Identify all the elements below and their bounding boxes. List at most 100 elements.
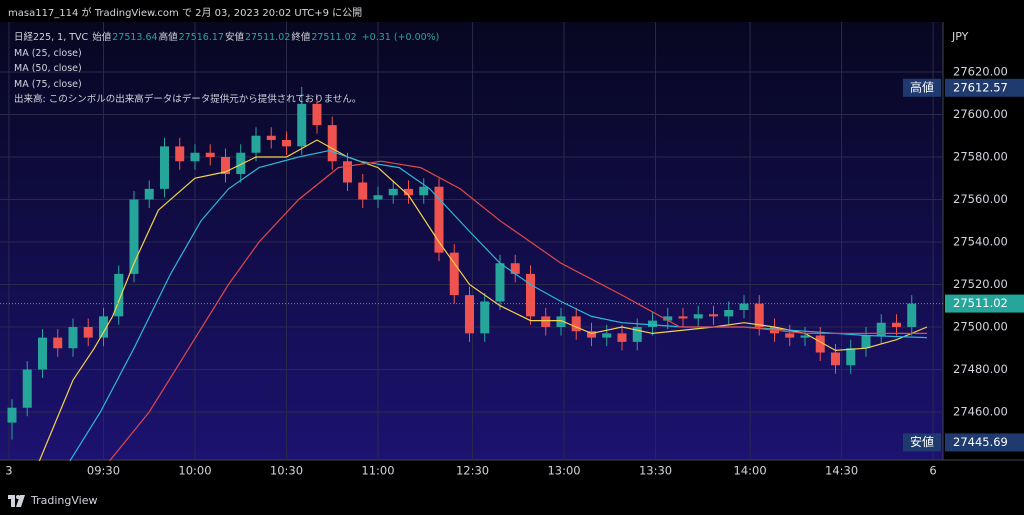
ohlc-values: 始値27513.64高値27516.17安値27511.02終値27511.02: [92, 32, 357, 43]
marker-price-box: [945, 433, 1024, 452]
x-tick-label: 13:00: [547, 464, 580, 478]
y-tick-label: 27540.00: [953, 234, 1008, 248]
candle-body: [632, 326, 642, 342]
y-tick-label: 27600.00: [953, 107, 1008, 121]
candle-body: [114, 273, 124, 317]
candle-body: [495, 263, 505, 302]
ohlc-value: 27513.64: [112, 32, 158, 43]
y-tick-label: 27560.00: [953, 192, 1008, 206]
ohlc-value: 27511.02: [244, 32, 291, 43]
candle-body: [663, 316, 673, 321]
candle-body: [53, 337, 63, 349]
candle-body: [419, 186, 429, 196]
candle-body: [434, 186, 444, 253]
candle-body: [571, 316, 581, 332]
marker-price-box: [945, 78, 1024, 97]
candle-body: [98, 316, 108, 338]
candle-body: [251, 135, 261, 153]
change: +0.31 (+0.00%): [361, 32, 440, 43]
currency: JPY: [951, 30, 969, 43]
candle-body: [525, 273, 535, 317]
candle-body: [159, 146, 169, 189]
marker-price: 27445.69: [953, 435, 1008, 449]
chart: JPY 27460.00 27480.00 27500.00 27520.00 2754…: [0, 22, 1024, 486]
candle-body: [327, 125, 337, 162]
volume-note: 出来高: このシンボルの出来高データはデータ提供元から提供されておりません。: [14, 94, 362, 105]
candle-body: [220, 156, 230, 174]
candle-body: [68, 326, 78, 349]
marker-tag: 高値: [910, 79, 934, 94]
candle-body: [586, 331, 596, 338]
y-tick-label: 27480.00: [953, 362, 1008, 376]
candle-body: [708, 314, 718, 317]
candle-body: [175, 146, 185, 162]
candle-body: [22, 369, 32, 408]
candle-body: [464, 295, 474, 334]
x-tick-label: 14:30: [825, 464, 858, 478]
candle-body: [815, 335, 825, 353]
ma-label: MA (25, close): [14, 47, 82, 59]
candle-body: [480, 301, 490, 334]
marker-tag-box: [903, 433, 941, 452]
candle-body: [510, 263, 520, 274]
ohlc-value: 27516.17: [178, 32, 224, 43]
candle-body: [617, 333, 627, 342]
candle-body: [846, 348, 856, 366]
candle-body: [861, 335, 871, 349]
marker-tag: 安値: [910, 434, 934, 449]
candle-body: [693, 314, 703, 319]
candle-body: [236, 152, 246, 174]
candle-body: [37, 337, 47, 370]
y-tick-label: 27500.00: [953, 319, 1008, 333]
candle-body: [647, 320, 657, 327]
candle-body: [190, 152, 200, 162]
x-tick-label: 11:00: [361, 464, 394, 478]
footer: TradingView: [8, 494, 97, 507]
candle-body: [907, 303, 917, 327]
candle-body: [358, 182, 368, 200]
x-tick-label: 09:30: [87, 464, 120, 478]
ohlc-label: 始値: [92, 32, 112, 43]
x-tick-label: 6: [929, 464, 936, 478]
candle-body: [83, 326, 93, 338]
brand: TradingView: [31, 494, 98, 507]
candle-body: [754, 303, 764, 327]
candle-body: [7, 407, 17, 423]
x-tick-label: 10:00: [178, 464, 211, 478]
marker-price: 27612.57: [953, 80, 1008, 94]
candle-body: [541, 316, 551, 327]
marker-tag-box: [903, 78, 941, 97]
candle-body: [297, 103, 307, 147]
candle-body: [205, 152, 215, 157]
legend: 日経225, 1, TVC 始値27513.64高値27516.17安値2751…: [14, 30, 440, 108]
candle-body: [388, 188, 398, 196]
symbol: 日経225, 1, TVC: [14, 32, 89, 43]
y-tick-label: 27520.00: [953, 277, 1008, 291]
candle-body: [449, 252, 459, 296]
candle-body: [266, 135, 276, 140]
candle-body: [739, 303, 749, 310]
ma-label: MA (50, close): [14, 63, 82, 74]
logo: [8, 494, 25, 507]
ma-line: [109, 160, 927, 462]
candle-body: [373, 195, 383, 200]
candle-body: [129, 199, 139, 274]
x-tick-label: 10:30: [270, 464, 303, 478]
last-price-box: [945, 294, 1024, 313]
y-tick-label: 27460.00: [953, 404, 1008, 418]
candle-body: [342, 161, 352, 183]
publish-info: masa117_114 が TradingView.com で 2月 03, 2…: [8, 8, 363, 19]
candle-body: [312, 103, 322, 126]
y-tick-label: 27580.00: [953, 149, 1008, 163]
y-tick-label: 27620.00: [953, 64, 1008, 78]
ohlc-value: 27511.02: [311, 32, 357, 43]
candle-body: [678, 316, 688, 319]
candle-body: [724, 309, 734, 317]
candle-body: [144, 188, 154, 200]
price-axis-panel: [943, 22, 1024, 486]
ohlc-label: 終値: [291, 32, 311, 43]
ohlc-label: 高値: [158, 32, 178, 43]
candle-body: [403, 188, 413, 196]
candle-body: [876, 322, 886, 336]
